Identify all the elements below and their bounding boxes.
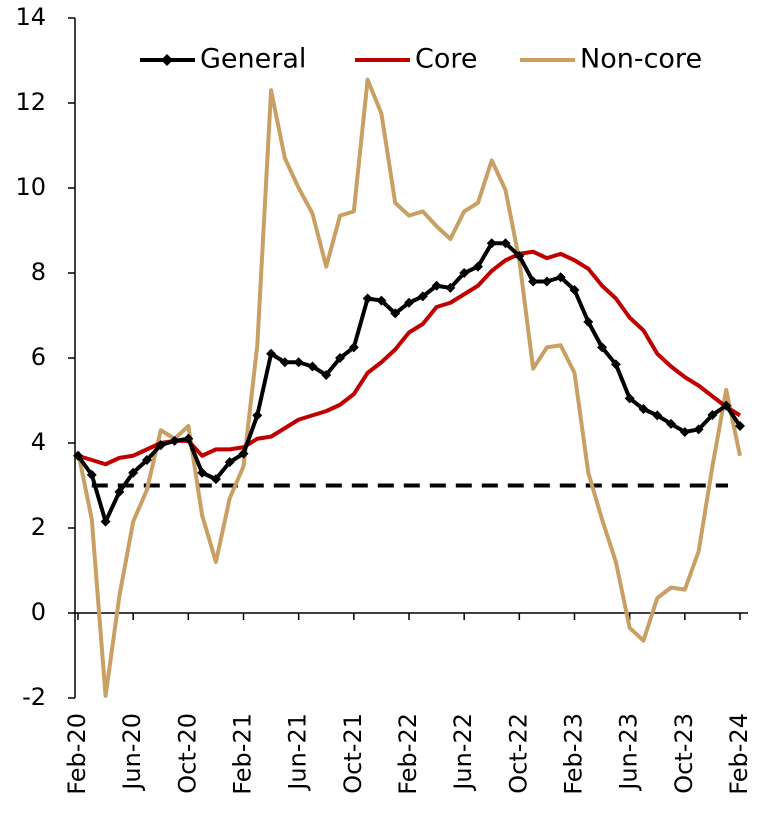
marker (431, 280, 442, 291)
marker (624, 393, 635, 404)
legend-label: Non-core (580, 44, 702, 75)
marker (404, 297, 414, 308)
series-line (76, 241, 742, 524)
marker (735, 421, 745, 431)
marker (73, 450, 83, 461)
y-tick-label: 0 (31, 598, 46, 626)
marker (528, 276, 539, 287)
x-tick-label: Oct-22 (504, 713, 532, 794)
marker (652, 410, 663, 421)
marker (472, 261, 483, 272)
marker (114, 486, 125, 497)
legend-marker (161, 54, 173, 66)
marker (321, 370, 332, 380)
x-tick-label: Oct-21 (339, 713, 367, 794)
y-tick-label: 2 (31, 513, 46, 541)
marker (597, 342, 608, 353)
marker (721, 400, 732, 411)
marker (707, 409, 718, 420)
marker (224, 457, 235, 468)
series-line (76, 77, 742, 698)
marker (569, 285, 580, 295)
marker (417, 291, 428, 302)
marker (666, 418, 677, 429)
marker (610, 359, 621, 370)
marker (693, 424, 704, 435)
legend-label: General (200, 44, 306, 75)
marker (638, 404, 649, 414)
marker (293, 357, 304, 368)
x-tick-label: Jun-23 (615, 713, 643, 792)
x-tick-label: Jun-22 (449, 713, 477, 792)
marker (514, 251, 525, 261)
marker (500, 238, 511, 249)
x-tick-label: Oct-23 (670, 713, 698, 794)
marker (128, 467, 139, 478)
marker (486, 238, 497, 249)
marker (348, 342, 359, 353)
marker (183, 433, 194, 444)
x-tick-label: Feb-22 (394, 713, 422, 795)
x-tick-label: Jun-20 (118, 713, 146, 792)
marker (445, 282, 456, 293)
y-tick-label: 14 (15, 3, 46, 31)
marker (238, 448, 249, 459)
y-tick-label: 4 (31, 428, 46, 456)
marker (279, 357, 290, 368)
legend-label: Core (415, 44, 478, 75)
marker (210, 474, 221, 485)
marker (86, 469, 97, 480)
marker (390, 308, 401, 319)
marker (197, 467, 208, 478)
y-tick-label: 12 (15, 88, 46, 116)
y-tick-label: 10 (15, 173, 46, 201)
x-tick-label: Feb-21 (229, 713, 257, 795)
marker (335, 353, 346, 363)
marker (555, 272, 566, 283)
marker (141, 455, 152, 465)
y-tick-label: -2 (22, 683, 46, 711)
marker (266, 348, 277, 359)
marker (155, 440, 166, 451)
marker (362, 293, 373, 304)
marker (541, 276, 552, 287)
series-line (77, 249, 742, 467)
marker (252, 410, 263, 421)
x-tick-label: Feb-23 (560, 713, 588, 795)
marker (459, 268, 470, 278)
marker (169, 435, 180, 446)
marker (679, 426, 690, 437)
y-tick-label: 8 (31, 258, 46, 286)
y-tick-label: 6 (31, 343, 46, 371)
x-tick-label: Jun-21 (284, 713, 312, 792)
marker (100, 516, 111, 527)
x-tick-label: Feb-24 (725, 713, 753, 795)
marker (583, 316, 594, 327)
x-tick-label: Feb-20 (63, 713, 91, 795)
marker (307, 361, 318, 372)
marker (376, 295, 387, 306)
x-tick-label: Oct-20 (173, 713, 201, 794)
